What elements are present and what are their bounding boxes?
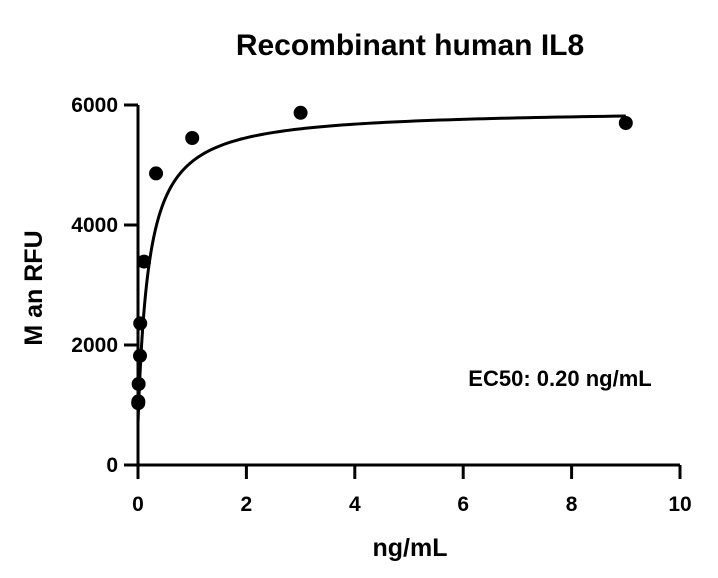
y-tick-label: 6000 xyxy=(71,94,118,117)
chart-title: Recombinant human IL8 xyxy=(236,29,584,62)
y-tick-label: 2000 xyxy=(71,334,118,357)
data-point xyxy=(293,105,308,120)
x-tick-label: 2 xyxy=(241,493,253,516)
data-points xyxy=(131,105,633,411)
x-tick-label: 4 xyxy=(349,493,361,516)
data-point xyxy=(133,348,148,363)
data-point xyxy=(618,116,633,130)
y-axis: 0 2000 4000 6000 xyxy=(71,94,140,477)
x-tick-label: 0 xyxy=(132,493,144,516)
x-axis: 0 2 4 6 8 10 xyxy=(132,463,692,516)
ec50-annotation: EC50: 0.20 ng/mL xyxy=(468,366,651,391)
data-point xyxy=(137,254,152,269)
data-point xyxy=(133,316,148,331)
y-axis-label: M an RFU xyxy=(20,230,48,345)
x-tick-label: 8 xyxy=(566,493,578,516)
x-tick-label: 10 xyxy=(668,493,691,516)
y-tick-label: 4000 xyxy=(71,214,118,237)
x-axis-label: ng/mL xyxy=(373,534,448,562)
x-tick-label: 6 xyxy=(457,493,469,516)
data-point xyxy=(185,131,200,145)
data-point xyxy=(131,394,146,409)
data-point xyxy=(149,166,164,181)
data-point xyxy=(131,377,146,391)
y-tick-label: 0 xyxy=(106,454,118,477)
